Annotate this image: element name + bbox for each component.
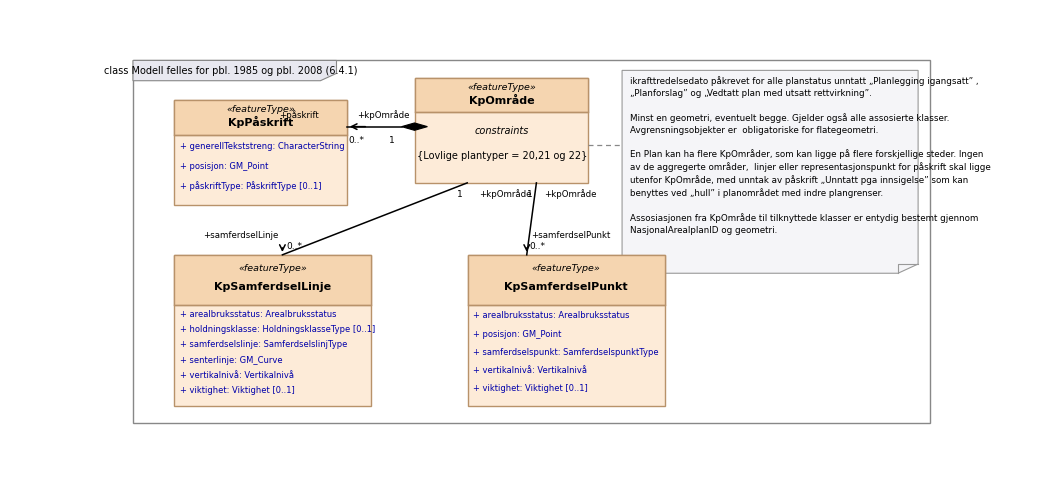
Text: + posisjon: GM_Point: + posisjon: GM_Point — [180, 162, 268, 171]
Bar — [174, 255, 372, 406]
Bar — [174, 255, 372, 305]
Text: + generellTekststreng: CharacterString: + generellTekststreng: CharacterString — [180, 142, 345, 151]
Text: KpOmråde: KpOmråde — [469, 94, 535, 106]
Polygon shape — [402, 123, 428, 130]
Bar — [415, 78, 589, 113]
Text: + vertikalnivå: Vertikalnivå: + vertikalnivå: Vertikalnivå — [473, 365, 588, 375]
Text: +samferdselPunkt: +samferdselPunkt — [530, 231, 610, 240]
Text: 0..*: 0..* — [529, 242, 545, 251]
Text: «featureType»: «featureType» — [467, 83, 537, 92]
Text: + holdningsklasse: HoldningsklasseType [0..1]: + holdningsklasse: HoldningsklasseType [… — [180, 325, 375, 334]
Text: + vertikalnivå: Vertikalnivå: + vertikalnivå: Vertikalnivå — [180, 371, 294, 380]
Text: +kpOmråde: +kpOmråde — [357, 110, 409, 120]
Text: +samferdselLinje: +samferdselLinje — [203, 231, 278, 240]
Text: KpPåskrift: KpPåskrift — [228, 116, 293, 128]
Text: + viktighet: Viktighet [0..1]: + viktighet: Viktighet [0..1] — [473, 384, 588, 393]
Text: 1: 1 — [389, 136, 394, 145]
Text: + senterlinje: GM_Curve: + senterlinje: GM_Curve — [180, 356, 282, 365]
Polygon shape — [133, 60, 336, 81]
Text: 1: 1 — [458, 190, 463, 198]
Text: class Modell felles for pbl. 1985 og pbl. 2008 (6.4.1): class Modell felles for pbl. 1985 og pbl… — [104, 66, 357, 76]
Bar — [415, 78, 589, 183]
Text: 1: 1 — [526, 190, 532, 198]
Text: + posisjon: GM_Point: + posisjon: GM_Point — [473, 330, 562, 339]
Text: {Lovlige plantyper = 20,21 og 22}: {Lovlige plantyper = 20,21 og 22} — [416, 151, 588, 161]
Text: «featureType»: «featureType» — [531, 264, 601, 274]
Text: KpSamferdselPunkt: KpSamferdselPunkt — [504, 282, 628, 292]
Bar — [174, 100, 347, 135]
Text: + samferdselslinje: SamferdselslinjType: + samferdselslinje: SamferdselslinjType — [180, 341, 347, 349]
Text: constraints: constraints — [474, 126, 529, 137]
Text: + arealbruksstatus: Arealbruksstatus: + arealbruksstatus: Arealbruksstatus — [473, 311, 630, 320]
Polygon shape — [622, 70, 918, 273]
Text: +påskrift: +påskrift — [279, 110, 319, 120]
Text: + samferdselspunkt: SamferdselspunktType: + samferdselspunkt: SamferdselspunktType — [473, 348, 659, 356]
Text: KpSamferdselLinje: KpSamferdselLinje — [214, 282, 331, 292]
Bar — [174, 100, 347, 205]
Text: + arealbruksstatus: Arealbruksstatus: + arealbruksstatus: Arealbruksstatus — [180, 310, 336, 319]
Bar — [467, 255, 664, 406]
Text: ikrafttredelsedato påkrevet for alle planstatus unntatt „Planlegging igangsatt” : ikrafttredelsedato påkrevet for alle pla… — [630, 76, 991, 235]
Bar — [467, 255, 664, 305]
Text: +kpOmråde: +kpOmråde — [545, 190, 597, 199]
Text: 0..*: 0..* — [349, 136, 364, 145]
Text: 0..*: 0..* — [286, 242, 302, 251]
Text: «featureType»: «featureType» — [238, 264, 307, 274]
Text: «featureType»: «featureType» — [226, 105, 295, 114]
Text: +kpOmråde: +kpOmråde — [480, 190, 531, 199]
Text: + viktighet: Viktighet [0..1]: + viktighet: Viktighet [0..1] — [180, 387, 295, 396]
Text: + påskriftType: PåskriftType [0..1]: + påskriftType: PåskriftType [0..1] — [180, 181, 321, 191]
